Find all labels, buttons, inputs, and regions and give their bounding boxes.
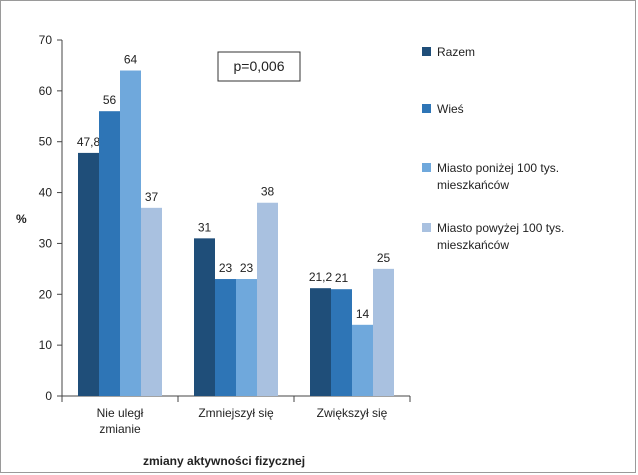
y-tick-label: 0 xyxy=(45,389,52,403)
legend-label: Wieś xyxy=(437,102,464,116)
data-label: 31 xyxy=(198,220,212,234)
data-label: 25 xyxy=(377,251,391,265)
bar xyxy=(141,207,162,396)
p-value-annotation: p=0,006 xyxy=(234,58,285,74)
data-label: 38 xyxy=(261,185,275,199)
y-tick-label: 50 xyxy=(39,135,53,149)
category-label: Zwiększył się xyxy=(317,406,388,420)
legend-label: Miasto powyżej 100 tys. xyxy=(437,221,564,235)
bar xyxy=(99,111,120,396)
y-tick-label: 40 xyxy=(39,186,53,200)
y-tick-label: 10 xyxy=(39,338,53,352)
legend-swatch xyxy=(422,223,431,232)
data-label: 21,2 xyxy=(309,270,333,284)
legend-swatch xyxy=(422,104,431,113)
legend-label: mieszkańców xyxy=(437,238,509,252)
data-label: 56 xyxy=(103,93,117,107)
bar xyxy=(78,152,99,396)
y-tick-label: 20 xyxy=(39,287,53,301)
bar xyxy=(331,289,352,396)
data-label: 64 xyxy=(124,53,138,67)
category-label: Zmniejszył się xyxy=(198,406,274,420)
data-label: 47,8 xyxy=(77,135,101,149)
bar xyxy=(194,238,215,396)
bar xyxy=(373,268,394,396)
bar xyxy=(352,324,373,396)
legend-label: Miasto poniżej 100 tys. xyxy=(437,161,559,175)
bar xyxy=(257,202,278,396)
bar xyxy=(310,288,331,396)
legend-swatch xyxy=(422,47,431,56)
data-label: 14 xyxy=(356,307,370,321)
y-tick-label: 30 xyxy=(39,236,53,250)
data-label: 37 xyxy=(145,190,159,204)
data-label: 23 xyxy=(219,261,233,275)
data-label: 23 xyxy=(240,261,254,275)
y-axis-title: % xyxy=(16,212,27,226)
y-tick-label: 60 xyxy=(39,84,53,98)
category-label: zmianie xyxy=(99,422,141,436)
p-value-box xyxy=(217,51,301,82)
legend-label: mieszkańców xyxy=(437,178,509,192)
data-label: 21 xyxy=(335,271,349,285)
bar xyxy=(120,70,141,396)
legend-label: Razem xyxy=(437,45,475,59)
y-tick-label: 70 xyxy=(39,33,53,47)
legend-swatch xyxy=(422,163,431,172)
x-axis-title: zmiany aktywności fizycznej xyxy=(143,454,305,468)
bar xyxy=(215,279,236,396)
category-label: Nie uległ xyxy=(97,406,144,420)
bar xyxy=(236,279,257,396)
